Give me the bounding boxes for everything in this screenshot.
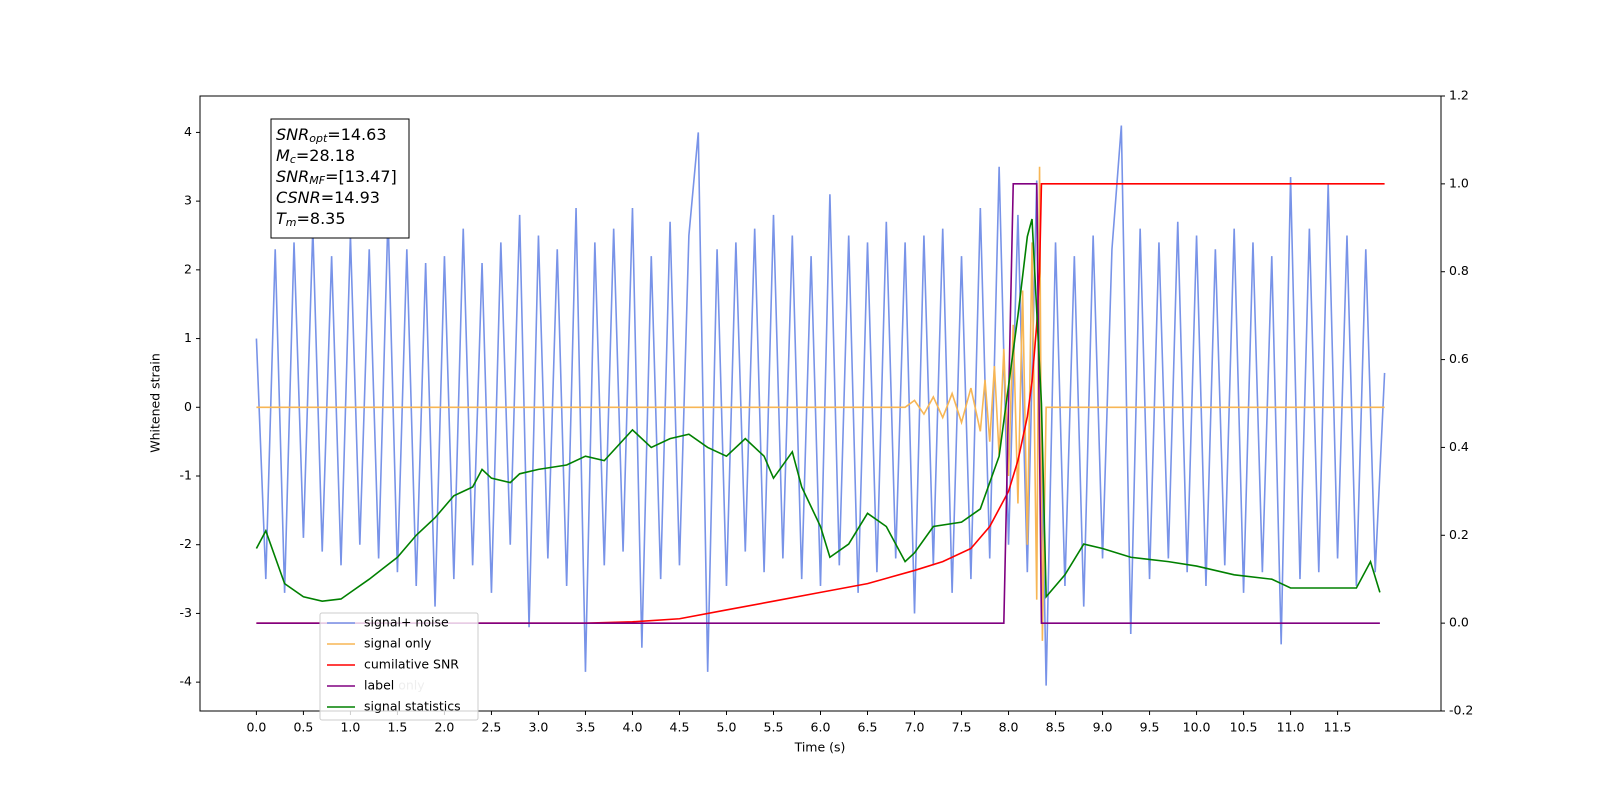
x-tick-label: 11.0 (1277, 720, 1305, 735)
annotation-sub: m (286, 216, 297, 229)
x-tick-label: 6.5 (858, 720, 878, 735)
x-tick-label: 5.5 (764, 720, 784, 735)
x-tick-label: 4.0 (623, 720, 643, 735)
annotation: SNRMF=[13.47] (276, 167, 397, 188)
annotation-box (270, 118, 410, 239)
x-tick-label: 3.5 (576, 720, 596, 735)
annotation: Mc=28.18 (276, 146, 355, 167)
y-tick-label: 4 (184, 124, 192, 139)
y-tick-label: -1 (180, 467, 192, 482)
x-tick-label: 0.0 (246, 720, 266, 735)
annotation: CSNR=14.93 (276, 188, 380, 207)
legend-label: signal+ noise (364, 615, 449, 630)
annotation: SNRopt=14.63 (276, 125, 387, 146)
x-tick-label: 7.5 (952, 720, 972, 735)
annotation: Tm=8.35 (276, 209, 346, 230)
x-axis-label: Time (s) (794, 740, 846, 755)
series-line (256, 183, 1385, 624)
annotation-text: =28.18 (296, 146, 355, 165)
y2-tick-label: 0.0 (1449, 615, 1469, 630)
y2-tick-label: 0.2 (1449, 527, 1469, 542)
annotation-base: SNR (276, 125, 309, 144)
x-tick-label: 8.5 (1046, 720, 1066, 735)
y-tick-label: 0 (184, 399, 192, 414)
legend-label: signal only (364, 636, 432, 651)
y2-tick-label: 1.0 (1449, 175, 1469, 190)
x-tick-label: 1.5 (387, 720, 407, 735)
annotation-base: T (276, 209, 287, 228)
y-tick-label: -4 (180, 674, 193, 689)
annotation-text: =8.35 (297, 209, 346, 228)
annotation-sub: opt (309, 132, 328, 145)
annotation-text: =14.93 (321, 188, 380, 207)
y2-tick-label: 0.6 (1449, 351, 1469, 366)
x-tick-label: 5.0 (717, 720, 737, 735)
annotation-sub: MF (309, 174, 325, 187)
y2-tick-label: 0.8 (1449, 263, 1469, 278)
y-tick-label: 2 (184, 261, 192, 276)
annotation-sub: c (290, 153, 296, 166)
annotation-text: =14.63 (327, 125, 386, 144)
y-tick-label: -2 (180, 536, 192, 551)
x-tick-label: 3.0 (529, 720, 549, 735)
x-tick-label: 10.5 (1230, 720, 1258, 735)
x-tick-label: 0.5 (293, 720, 313, 735)
series-line (256, 166, 1385, 641)
x-tick-label: 2.0 (434, 720, 454, 735)
series-line (256, 183, 1380, 624)
x-tick-label: 7.0 (905, 720, 925, 735)
x-tick-label: 8.0 (999, 720, 1019, 735)
y-tick-label: -3 (180, 605, 192, 620)
x-tick-label: 9.5 (1140, 720, 1160, 735)
annotation-base: CSNR (276, 188, 321, 207)
legend-label: signal statistics (364, 699, 461, 714)
legend-label: label (364, 678, 394, 693)
y2-tick-label: 0.4 (1449, 439, 1469, 454)
legend-label: cumilative SNR (364, 657, 459, 672)
x-tick-label: 9.0 (1093, 720, 1113, 735)
y2-tick-label: 1.2 (1449, 88, 1469, 103)
y-axis-label: Whitened strain (148, 353, 163, 452)
series-line (255, 218, 1381, 602)
annotation-text: =[13.47] (325, 167, 397, 186)
x-tick-label: 11.5 (1324, 720, 1352, 735)
x-tick-label: 10.0 (1183, 720, 1211, 735)
y-tick-label: 3 (184, 193, 192, 208)
x-tick-label: 4.5 (670, 720, 690, 735)
series-line (255, 125, 1386, 686)
x-tick-label: 1.0 (340, 720, 360, 735)
annotation-base: SNR (276, 167, 309, 186)
legend-box (319, 612, 479, 721)
x-tick-label: 6.0 (811, 720, 831, 735)
annotation-base: M (276, 146, 290, 165)
y2-tick-label: -0.2 (1449, 703, 1473, 718)
x-tick-label: 2.5 (482, 720, 502, 735)
y-tick-label: 1 (184, 330, 192, 345)
